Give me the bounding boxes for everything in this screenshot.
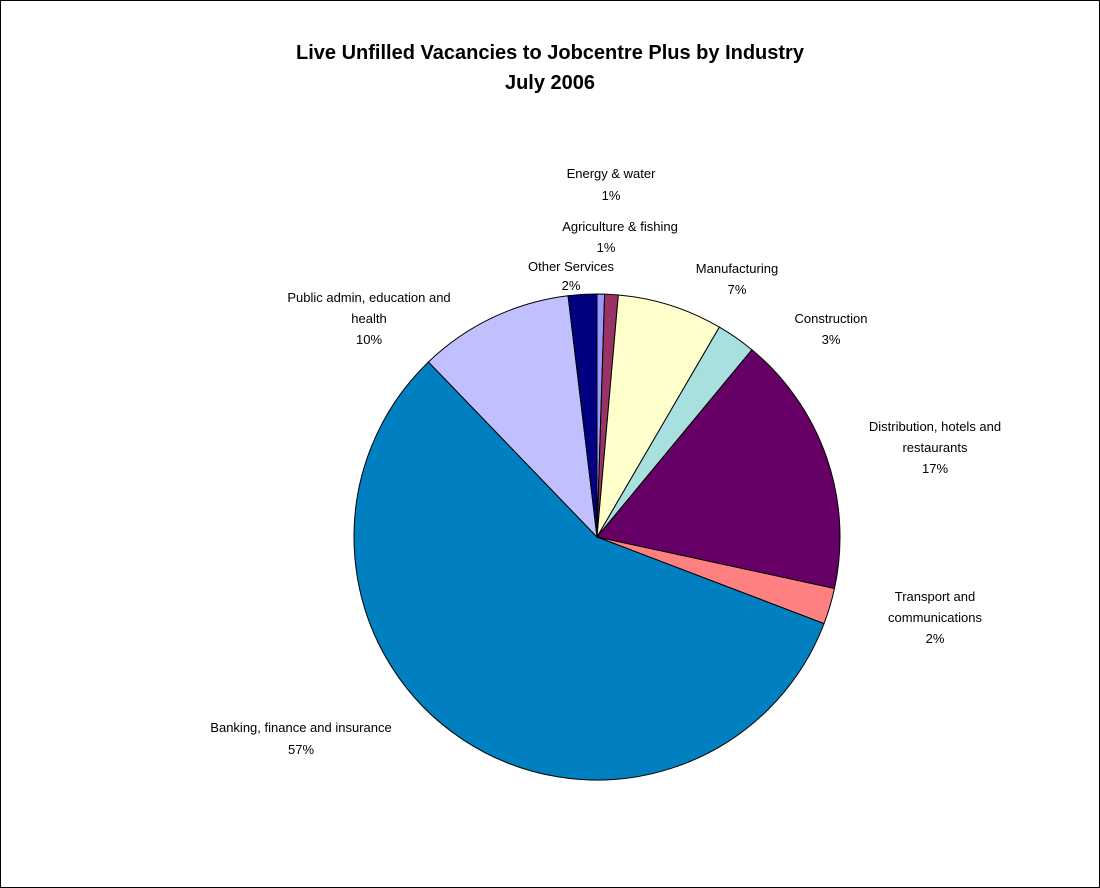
slice-label-distribution-hotels-and-restaurants: Distribution, hotels and restaurants 17% [869, 419, 1001, 476]
slice-label-other-services: Other Services 2% [528, 259, 614, 293]
slice-percent-public-admin-education-and-health: 10% [356, 332, 382, 347]
slice-percent-banking-finance-and-insurance: 57% [288, 742, 314, 757]
slice-percent-other-services: 2% [562, 278, 581, 293]
slice-percent-energy-water: 1% [602, 188, 621, 203]
slice-percent-manufacturing: 7% [728, 282, 747, 297]
slice-label-transport-and-communications: Transport and communications 2% [888, 589, 982, 646]
pie-slice-distribution-hotels-and-restaurants [596, 349, 841, 590]
slice-percent-agriculture-fishing: 1% [597, 240, 616, 255]
slice-percent-distribution-hotels-and-restaurants: 17% [922, 461, 948, 476]
pie-slice-public-admin-education-and-health [427, 295, 598, 539]
pie-slices [353, 293, 841, 781]
slice-percent-transport-and-communications: 2% [926, 631, 945, 646]
chart-title-line: Live Unfilled Vacancies to Jobcentre Plu… [296, 42, 804, 64]
pie-slice-manufacturing [596, 294, 721, 538]
slice-label-public-admin-education-and-health: Public admin, education and health 10% [287, 290, 450, 347]
slice-label-agriculture-fishing: Agriculture & fishing 1% [562, 219, 678, 255]
slice-label-manufacturing: Manufacturing 7% [696, 261, 778, 297]
slice-label-construction: Construction 3% [795, 311, 868, 347]
chart-subtitle-line: July 2006 [504, 72, 596, 94]
slice-label-energy-water: Energy & water 1% [567, 166, 657, 203]
pie-slice-banking-finance-and-insurance [353, 361, 825, 781]
slice-label-banking-finance-and-insurance: Banking, finance and insurance 57% [210, 720, 391, 757]
chart-title: Live Unfilled Vacancies to Jobcentre Plu… [0, 38, 1100, 98]
pie-labels: Energy & water 1% Agriculture & fishing 1% M… [210, 166, 1001, 757]
pie-slice-other-services [567, 293, 598, 538]
slice-percent-construction: 3% [822, 332, 841, 347]
